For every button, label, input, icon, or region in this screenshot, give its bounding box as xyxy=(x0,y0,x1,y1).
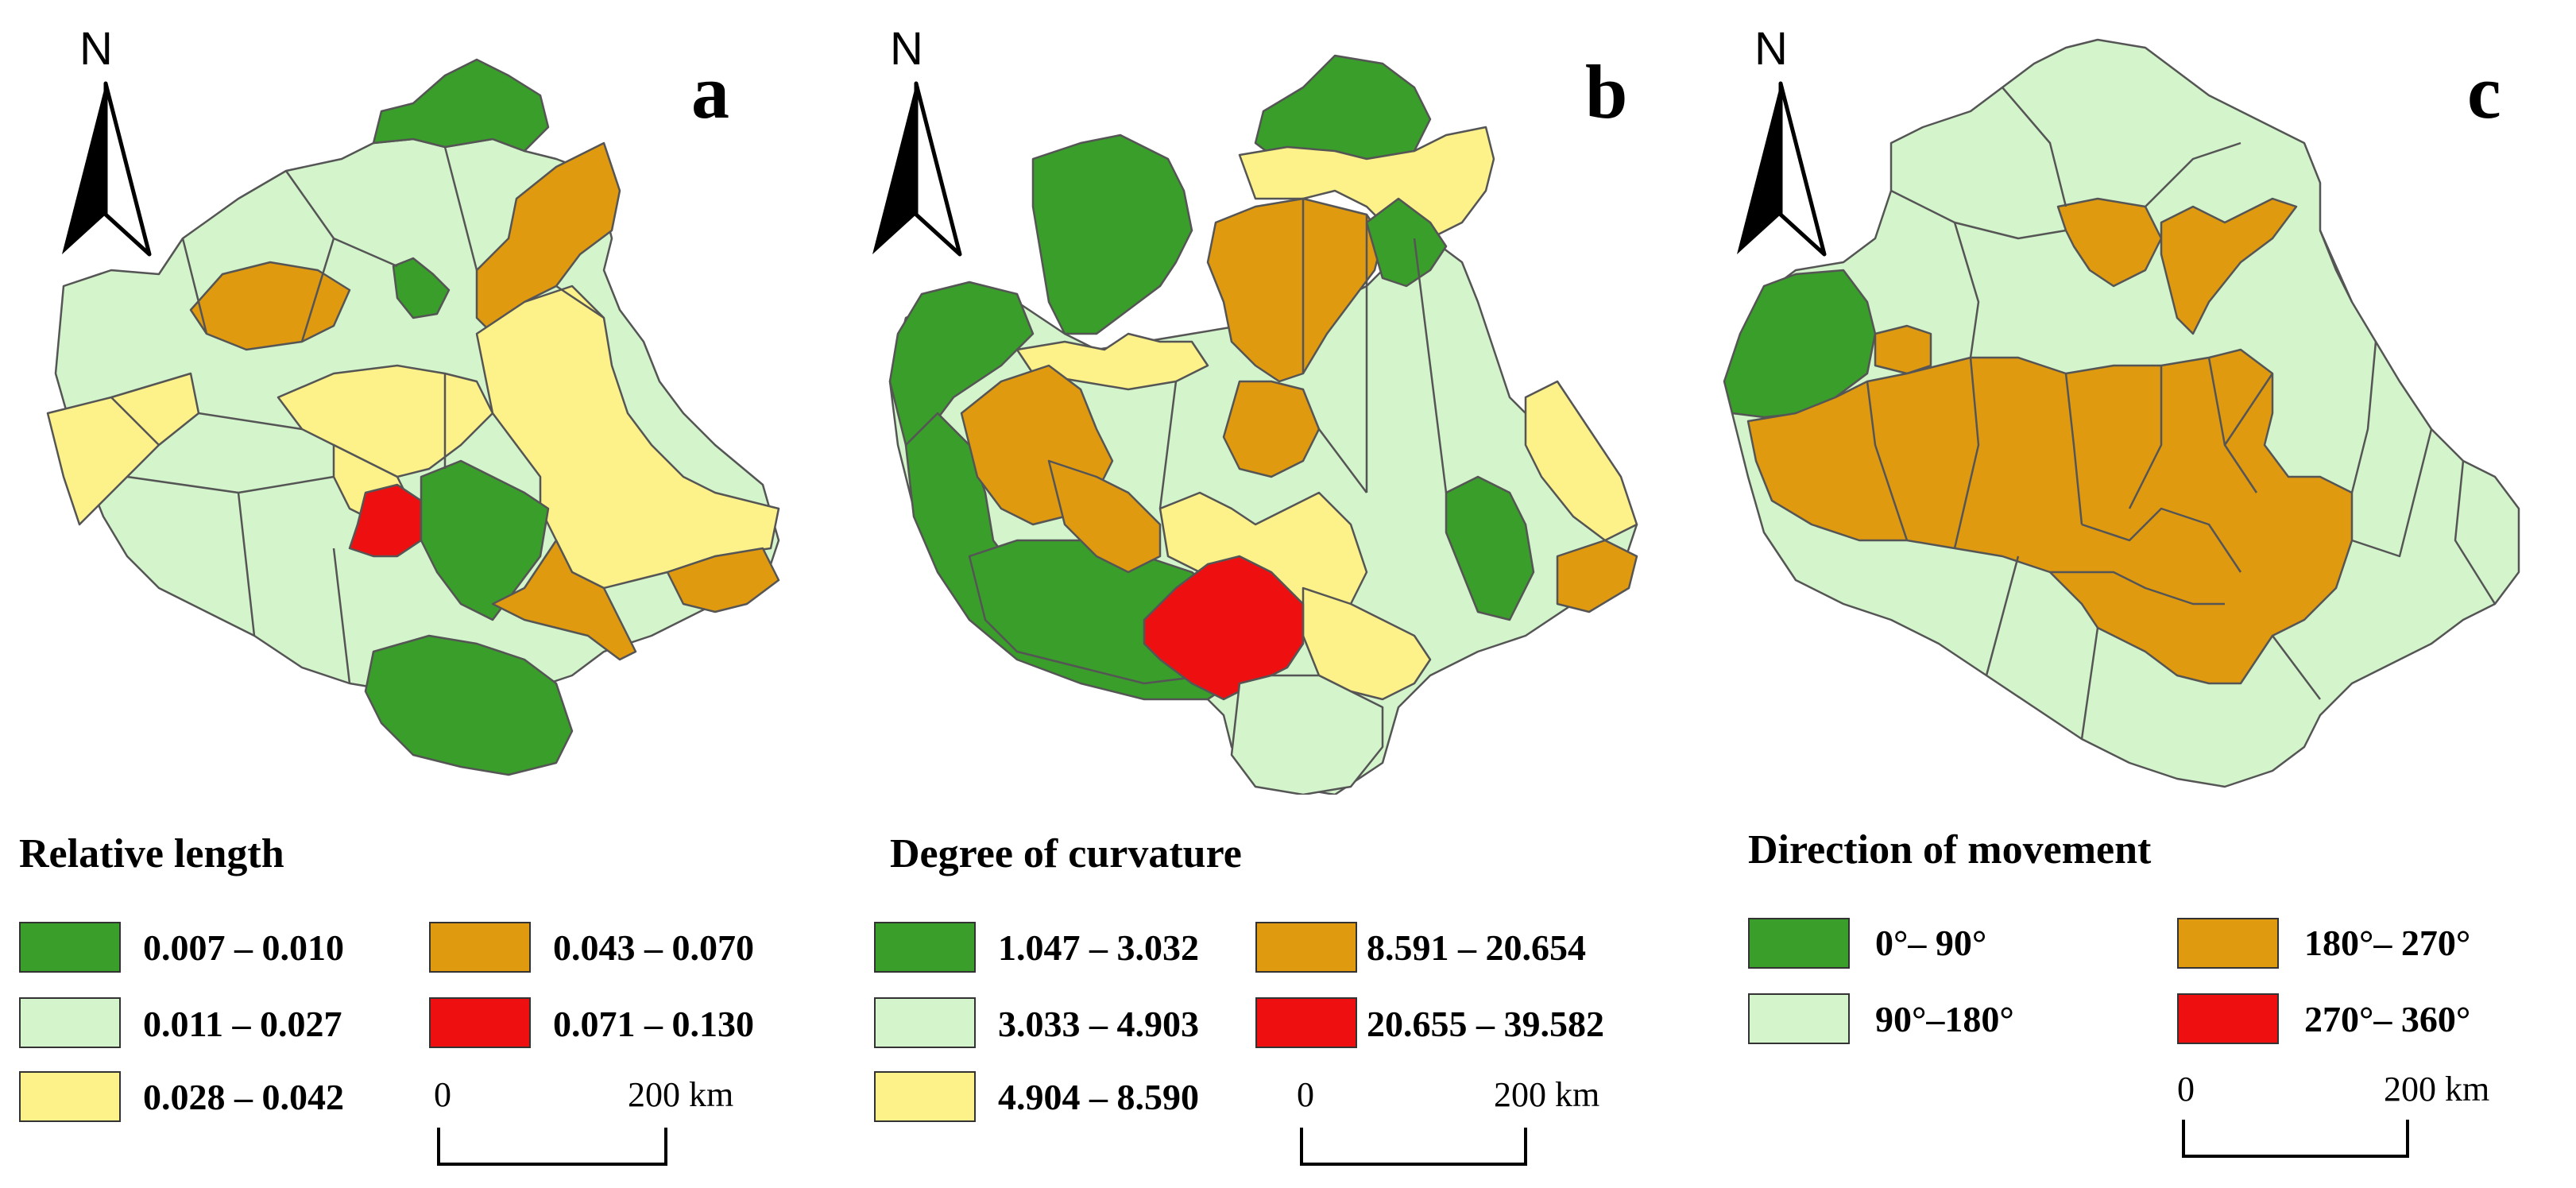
legend-label: 270°– 360° xyxy=(2304,999,2471,1039)
legend-title: Direction of movement xyxy=(1748,827,2152,873)
region-central-orange-lower-b xyxy=(1222,380,1321,478)
scale-bar xyxy=(1300,1128,1527,1166)
north-label: N xyxy=(79,23,113,75)
scale-bar xyxy=(2182,1120,2409,1158)
legend-label: 4.904 – 8.590 xyxy=(998,1077,1199,1117)
region-red-b xyxy=(1143,555,1305,701)
north-arrow-icon xyxy=(62,81,152,257)
legend-label: 180°– 270° xyxy=(2304,923,2471,963)
region-red-a xyxy=(348,483,423,558)
panel-letter: c xyxy=(2467,49,2501,134)
legend-swatch xyxy=(19,922,121,973)
legend-swatch xyxy=(1748,993,1850,1044)
legend-swatch xyxy=(19,1071,121,1122)
legend-swatch xyxy=(1748,918,1850,969)
region-top-green-a xyxy=(372,58,550,153)
legend-swatch xyxy=(429,922,531,973)
north-arrow-icon xyxy=(872,81,962,257)
region-central-orange-upper-b xyxy=(1206,197,1384,383)
north-arrow-icon xyxy=(1737,81,1827,257)
legend-label: 0°– 90° xyxy=(1875,923,1987,963)
legend-swatch xyxy=(429,997,531,1048)
region-top-yellow-b xyxy=(1238,126,1495,240)
region-south-lobe-b xyxy=(1230,674,1384,795)
legend-swatch xyxy=(1255,997,1357,1048)
region-far-east-orange-a xyxy=(666,547,780,613)
scale-bar xyxy=(437,1128,667,1166)
legend-label: 0.011 – 0.027 xyxy=(143,1004,342,1044)
region-se-yellow-b xyxy=(1302,586,1432,701)
legend-swatch xyxy=(874,997,976,1048)
region-west-yellow-a xyxy=(46,372,200,526)
region-small-yellow-b xyxy=(1015,332,1209,391)
map-panel-a: N a Relative length 0.007 – 0.010 0.011 … xyxy=(0,0,858,1188)
region-ne-green-b xyxy=(1365,197,1448,288)
legend-label: 90°–180° xyxy=(1875,999,2014,1039)
region-se-orange-a xyxy=(491,539,637,661)
scale-start-label: 0 xyxy=(1297,1075,1314,1114)
legend-label: 0.028 – 0.042 xyxy=(143,1077,344,1117)
map-panel-b: N b Degree of curvature 1.047 – 3.032 3.… xyxy=(858,0,1716,1188)
region-small-green-a xyxy=(392,257,451,319)
legend-swatch xyxy=(2177,918,2279,969)
legend-label: 3.033 – 4.903 xyxy=(998,1004,1199,1044)
north-label: N xyxy=(1754,23,1788,75)
legend-label: 0.043 – 0.070 xyxy=(553,927,754,968)
legend-label: 0.007 – 0.010 xyxy=(143,927,344,968)
north-label: N xyxy=(890,23,923,75)
panel-letter: b xyxy=(1585,49,1628,134)
legend-label: 1.047 – 3.032 xyxy=(998,927,1199,968)
region-east-yellow-b xyxy=(1524,380,1638,542)
choropleth-map-a xyxy=(46,58,780,776)
map-panel-c: N c Direction of movement 0°– 90° 90°–18… xyxy=(1716,0,2574,1188)
scale-start-label: 0 xyxy=(434,1075,451,1114)
scale-end-label: 200 km xyxy=(628,1075,734,1114)
region-south-green-a xyxy=(364,634,574,776)
legend-label: 8.591 – 20.654 xyxy=(1367,927,1586,968)
legend-label: 20.655 – 39.582 xyxy=(1367,1004,1604,1044)
scale-start-label: 0 xyxy=(2177,1070,2195,1109)
choropleth-map-c xyxy=(1723,38,2520,788)
legend-title: Degree of curvature xyxy=(890,831,1242,876)
legend-swatch xyxy=(874,1071,976,1122)
scale-end-label: 200 km xyxy=(2384,1070,2490,1109)
choropleth-map-b xyxy=(888,54,1638,795)
region-east-green-b xyxy=(1445,475,1535,621)
region-top-green-b xyxy=(1254,54,1432,161)
region-top-orange-c xyxy=(2056,197,2298,335)
legend-swatch xyxy=(874,922,976,973)
legend-swatch xyxy=(19,997,121,1048)
scale-end-label: 200 km xyxy=(1494,1075,1600,1114)
region-center-orange-b xyxy=(1047,459,1162,574)
region-west-orange-a xyxy=(189,261,351,351)
region-central-orange-c xyxy=(1746,348,2354,685)
legend-label: 0.071 – 0.130 xyxy=(553,1004,754,1044)
legend-swatch xyxy=(1255,922,1357,973)
legend-swatch xyxy=(2177,993,2279,1044)
panel-letter: a xyxy=(691,49,729,134)
region-nw-green-b xyxy=(1031,134,1193,335)
region-far-east-orange-b xyxy=(1556,539,1638,613)
region-nw-orange-c xyxy=(1874,324,1932,375)
legend-title: Relative length xyxy=(19,831,284,876)
region-central-green-a xyxy=(420,459,550,621)
